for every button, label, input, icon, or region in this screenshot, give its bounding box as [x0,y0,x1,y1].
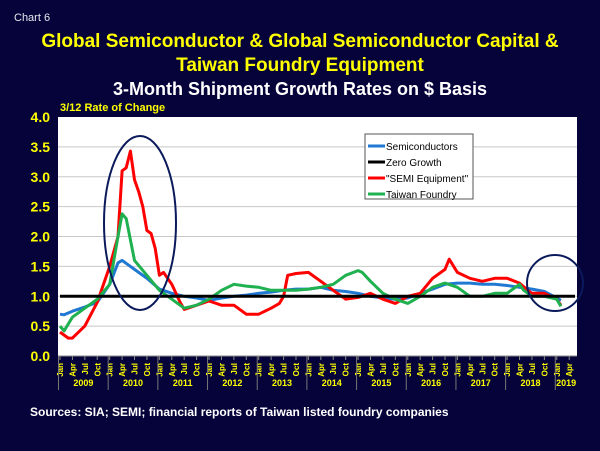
y-tick-label: 4.0 [31,109,51,125]
legend-label: Semiconductors [386,142,458,153]
x-year-label: 2014 [322,378,342,388]
x-month-label: Jul [81,363,90,375]
x-month-label: Jan [453,363,462,377]
x-year-label: 2010 [123,378,143,388]
chart-title-line2: Taiwan Foundry Equipment [176,55,424,76]
x-month-label: Oct [342,363,351,377]
y-tick-label: 3.5 [31,139,51,155]
highlight-circle-2019 [526,254,584,312]
x-month-label: Jan [503,363,512,377]
x-year-label: 2018 [520,378,540,388]
legend-label: "SEMI Equipment" [386,174,469,185]
x-month-label: Jul [180,363,189,375]
x-month-label: Jan [155,363,164,377]
x-month-label: Apr [466,363,475,377]
x-month-label: Jan [255,363,264,377]
x-month-label: Jan [404,363,413,377]
x-month-label: Jul [478,363,487,375]
x-month-label: Apr [168,363,177,377]
x-month-label: Oct [93,363,102,377]
chart-title-line1: Global Semiconductor & Global Semiconduc… [41,31,559,52]
x-year-label: 2012 [222,378,242,388]
x-month-label: Jul [131,363,140,375]
x-month-label: Apr [416,363,425,377]
x-month-label: Jan [106,363,115,377]
highlight-ellipse-2010 [103,135,177,311]
x-month-label: Apr [367,363,376,377]
x-year-label: 2019 [556,378,576,388]
x-month-label: Oct [391,363,400,377]
y-tick-label: 0.5 [31,318,51,334]
x-month-label: Apr [317,363,326,377]
x-month-label: Jul [329,363,338,375]
x-year-label: 2017 [471,378,491,388]
sources-note: Sources: SIA; SEMI; financial reports of… [30,405,449,419]
x-month-label: Jan [205,363,214,377]
chart-subtitle: 3-Month Shipment Growth Rates on $ Basis [112,79,488,99]
x-month-label: Oct [143,363,152,377]
x-year-label: 2009 [73,378,93,388]
x-year-label: 2013 [272,378,292,388]
x-month-label: Apr [118,363,127,377]
legend-label: Zero Growth [386,158,442,169]
x-month-label: Jul [280,363,289,375]
series-line-semi-equipment [59,149,563,340]
y-tick-label: 1.5 [31,258,51,274]
x-month-label: Jul [528,363,537,375]
chart-label: Chart 6 [14,12,51,24]
x-month-label: Apr [68,363,77,377]
x-month-label: Jul [379,363,388,375]
x-month-label: Apr [516,363,525,377]
x-year-label: 2015 [371,378,391,388]
y-axis-label: 3/12 Rate of Change [60,102,166,114]
y-tick-label: 0.0 [31,348,51,364]
x-month-label: Oct [491,363,500,377]
x-month-label: Oct [193,363,202,377]
x-month-label: Jul [429,363,438,375]
y-tick-label: 1.0 [31,288,51,304]
legend: Semiconductors Zero Growth "SEMI Equipment… [364,133,474,201]
x-month-label: Oct [242,363,251,377]
x-month-label: Apr [267,363,276,377]
x-month-label: Apr [565,363,574,377]
x-month-label: Oct [292,363,301,377]
x-month-label: Jan [354,363,363,377]
legend-label: Taiwan Foundry [386,190,457,201]
x-month-label: Oct [540,363,549,377]
x-year-label: 2016 [421,378,441,388]
x-year-label: 2011 [173,378,193,388]
x-month-label: Jul [230,363,239,375]
x-month-label: Apr [217,363,226,377]
x-month-label: Jan [304,363,313,377]
y-tick-label: 2.5 [31,199,51,215]
x-month-label: Oct [441,363,450,377]
x-month-label: Jan [56,363,65,377]
y-tick-label: 2.0 [31,229,51,245]
x-month-label: Jan [553,363,562,377]
y-tick-label: 3.0 [31,169,51,185]
